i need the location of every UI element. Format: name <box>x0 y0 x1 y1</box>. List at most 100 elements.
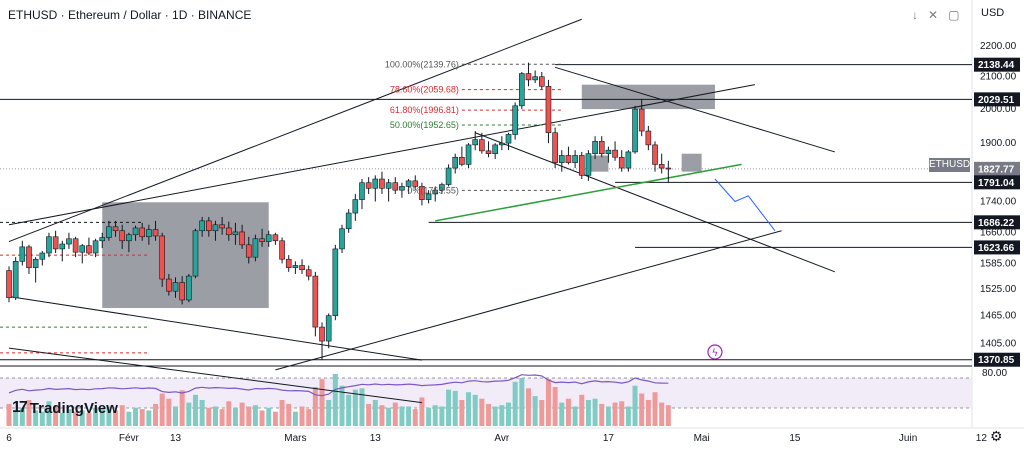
arrow-down-icon[interactable]: ↓ <box>912 8 918 22</box>
candle-body <box>86 245 92 254</box>
volume-bar <box>113 410 119 426</box>
candle-body <box>572 155 578 163</box>
candle-body <box>6 270 12 299</box>
price-label-box <box>974 57 1020 72</box>
candle-body <box>345 212 352 230</box>
candle-body <box>99 237 106 242</box>
price-tick: 1585.00 <box>980 258 1017 269</box>
volume-bar <box>625 406 631 426</box>
volume-bar <box>272 411 278 426</box>
volume-bar <box>199 400 205 426</box>
volume-bar <box>525 388 531 426</box>
volume-pane <box>0 374 972 426</box>
volume-bar <box>106 406 112 426</box>
volume-bar <box>239 402 245 426</box>
fib-label: 61.80%(1996.81) <box>390 105 459 115</box>
price-tick: 1660.00 <box>980 228 1017 239</box>
candle-body <box>485 150 492 154</box>
fib-labels: 100.00%(2139.76) 78.60%(2059.68) 61.80%(19… <box>385 59 459 195</box>
candle-body <box>126 234 132 242</box>
lightning-icon: ϟ <box>712 348 719 359</box>
candle-body <box>532 76 538 81</box>
candle-body <box>245 244 252 258</box>
candle-body <box>159 235 165 280</box>
candle-body <box>365 182 372 189</box>
volume-bar <box>466 392 472 426</box>
candle-body <box>259 238 265 242</box>
candle-body <box>305 269 312 277</box>
candle-body <box>618 156 625 169</box>
volume-bar <box>79 410 85 426</box>
candle-body <box>578 155 585 176</box>
candle-body <box>112 226 119 232</box>
volume-bar <box>565 398 571 426</box>
candles <box>6 62 672 361</box>
event-marker-icon <box>707 344 723 360</box>
candle-body <box>339 228 345 250</box>
candle-body <box>325 315 332 342</box>
candle-body <box>658 164 665 169</box>
gear-icon[interactable]: ⚙ <box>990 428 1003 444</box>
volume-bar <box>412 409 418 426</box>
volume-bar <box>459 400 465 426</box>
volume-bar <box>232 407 238 426</box>
volume-bar <box>572 406 578 426</box>
trend-line <box>8 84 756 226</box>
volume-bar <box>13 409 19 426</box>
time-tick: 15 <box>789 433 801 444</box>
candle-body <box>558 155 565 163</box>
volume-bar <box>99 409 105 426</box>
volume-bar <box>499 405 505 426</box>
candle-body <box>499 142 505 146</box>
volume-bar <box>312 387 318 426</box>
price-tick: 1740.00 <box>980 197 1017 208</box>
candle-body <box>299 265 305 271</box>
candle-body <box>279 240 285 260</box>
price-label-box <box>974 161 1020 176</box>
candle-body <box>106 226 112 238</box>
candle-body <box>545 85 552 134</box>
volume-bar <box>599 403 605 426</box>
candle-body <box>172 282 179 292</box>
candle-body <box>552 132 558 163</box>
volume-bar <box>652 392 658 426</box>
candle-body <box>419 186 425 200</box>
close-icon[interactable]: ✕ <box>928 8 939 22</box>
volume-bar <box>346 394 352 426</box>
candle-body <box>512 105 518 135</box>
price-tick: 1465.00 <box>980 311 1017 322</box>
volume-bar <box>192 394 198 426</box>
candle-body <box>565 155 572 163</box>
volume-bar <box>6 403 12 426</box>
volume-bar <box>559 402 565 426</box>
volume-bar <box>246 406 252 426</box>
candle-body <box>332 248 339 316</box>
candle-body <box>519 73 525 107</box>
candle-body <box>46 236 52 254</box>
price-label-box <box>974 352 1020 367</box>
candle-body <box>645 130 652 146</box>
currency-selector[interactable]: USD <box>981 7 1005 19</box>
volume-bar <box>206 407 212 426</box>
projection-arrow <box>714 178 776 232</box>
candle-body <box>119 230 126 242</box>
candle-body <box>12 261 19 299</box>
candle-body <box>598 141 605 154</box>
volume-bar <box>392 402 398 426</box>
volume-bar <box>59 413 65 426</box>
trend-line <box>8 18 582 243</box>
fib-label: 78.60%(2059.68) <box>390 85 459 95</box>
candle-body <box>372 178 379 189</box>
candle-body <box>192 230 199 277</box>
volume-bar <box>266 407 272 426</box>
time-axis: 6 Févr 13 Mars 13 Avr 17 Mai 15 Juin 12 <box>6 433 987 444</box>
volume-bar <box>519 377 525 426</box>
volume-bar <box>33 410 39 426</box>
logo-text: TradingView <box>29 399 118 417</box>
price-label-box <box>974 92 1020 107</box>
candle-body <box>32 258 39 268</box>
volume-bar <box>332 374 338 426</box>
volume-bar <box>545 379 551 426</box>
fullscreen-icon[interactable]: ▢ <box>948 8 960 22</box>
